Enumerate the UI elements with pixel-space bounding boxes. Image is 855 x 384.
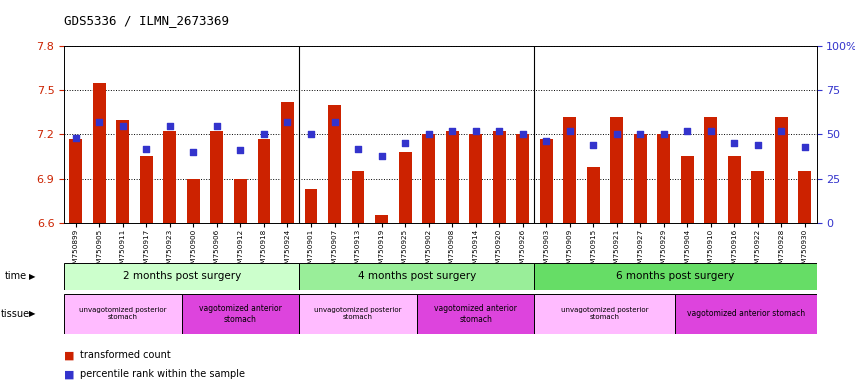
Point xyxy=(751,142,764,148)
Bar xyxy=(281,102,294,223)
Text: ▶: ▶ xyxy=(29,272,36,281)
Point xyxy=(540,138,553,144)
Bar xyxy=(799,171,811,223)
Text: tissue: tissue xyxy=(1,309,30,319)
Bar xyxy=(181,294,299,334)
Bar xyxy=(299,263,534,290)
Point xyxy=(374,152,388,159)
Bar xyxy=(563,117,576,223)
Point xyxy=(186,149,200,155)
Text: vagotomized anterior
stomach: vagotomized anterior stomach xyxy=(199,304,282,324)
Bar xyxy=(445,131,458,223)
Point xyxy=(728,140,741,146)
Bar xyxy=(540,139,552,223)
Point xyxy=(445,128,459,134)
Point xyxy=(422,131,435,137)
Bar xyxy=(69,139,82,223)
Bar xyxy=(681,157,693,223)
Text: ▶: ▶ xyxy=(29,310,36,318)
Text: 2 months post surgery: 2 months post surgery xyxy=(122,271,241,281)
Point xyxy=(587,142,600,148)
Bar xyxy=(257,139,270,223)
Point xyxy=(163,122,177,129)
Text: unvagotomized posterior
stomach: unvagotomized posterior stomach xyxy=(80,308,167,320)
Text: unvagotomized posterior
stomach: unvagotomized posterior stomach xyxy=(561,308,649,320)
Bar xyxy=(752,171,764,223)
Text: ■: ■ xyxy=(64,369,74,379)
Text: 4 months post surgery: 4 months post surgery xyxy=(357,271,476,281)
Bar xyxy=(492,131,505,223)
Bar xyxy=(469,134,482,223)
Point xyxy=(351,146,365,152)
Point xyxy=(304,131,318,137)
Text: ■: ■ xyxy=(64,350,74,360)
Bar xyxy=(416,294,534,334)
Text: time: time xyxy=(4,271,27,281)
Point xyxy=(798,144,811,150)
Bar xyxy=(304,189,317,223)
Point xyxy=(634,131,647,137)
Bar xyxy=(534,294,675,334)
Text: unvagotomized posterior
stomach: unvagotomized posterior stomach xyxy=(315,308,402,320)
Bar xyxy=(705,117,717,223)
Point xyxy=(257,131,271,137)
Point xyxy=(398,140,412,146)
Point xyxy=(657,131,670,137)
Point xyxy=(233,147,247,153)
Point xyxy=(775,128,788,134)
Bar xyxy=(116,120,129,223)
Bar xyxy=(351,171,364,223)
Point xyxy=(92,119,106,125)
Bar xyxy=(210,131,223,223)
Bar xyxy=(328,105,341,223)
Bar xyxy=(187,179,200,223)
Point xyxy=(139,146,153,152)
Text: 6 months post surgery: 6 months post surgery xyxy=(616,271,734,281)
Bar xyxy=(375,215,388,223)
Point xyxy=(610,131,623,137)
Bar xyxy=(93,83,106,223)
Bar xyxy=(140,157,153,223)
Bar xyxy=(657,134,670,223)
Bar xyxy=(64,294,181,334)
Point xyxy=(210,122,224,129)
Point xyxy=(69,135,83,141)
Bar xyxy=(728,157,740,223)
Bar xyxy=(587,167,599,223)
Bar xyxy=(610,117,623,223)
Text: transformed count: transformed count xyxy=(80,350,170,360)
Text: vagotomized anterior
stomach: vagotomized anterior stomach xyxy=(434,304,517,324)
Bar xyxy=(299,294,416,334)
Bar xyxy=(534,263,817,290)
Point xyxy=(327,119,341,125)
Bar xyxy=(163,131,176,223)
Bar xyxy=(398,152,411,223)
Text: percentile rank within the sample: percentile rank within the sample xyxy=(80,369,245,379)
Bar xyxy=(675,294,817,334)
Point xyxy=(563,128,576,134)
Point xyxy=(492,128,506,134)
Bar xyxy=(775,117,787,223)
Point xyxy=(469,128,482,134)
Bar xyxy=(422,134,435,223)
Bar xyxy=(64,263,299,290)
Point xyxy=(704,128,717,134)
Text: vagotomized anterior stomach: vagotomized anterior stomach xyxy=(687,310,805,318)
Bar xyxy=(234,179,247,223)
Point xyxy=(681,128,694,134)
Bar xyxy=(516,134,529,223)
Text: GDS5336 / ILMN_2673369: GDS5336 / ILMN_2673369 xyxy=(64,14,229,27)
Point xyxy=(280,119,294,125)
Point xyxy=(116,122,130,129)
Point xyxy=(516,131,529,137)
Bar xyxy=(634,134,646,223)
